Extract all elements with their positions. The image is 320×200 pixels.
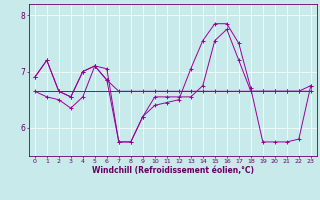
X-axis label: Windchill (Refroidissement éolien,°C): Windchill (Refroidissement éolien,°C) — [92, 166, 254, 175]
